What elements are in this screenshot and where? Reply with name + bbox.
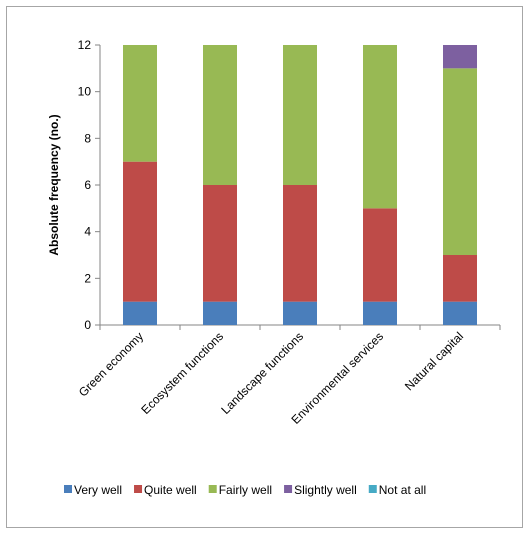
y-axis-title: Absolute frequency (no.) [47,114,61,255]
bar-segment-quite-well [363,208,397,302]
bar-segment-very-well [363,301,397,325]
y-tick-label: 8 [84,131,91,145]
legend-label: Fairly well [219,483,272,497]
x-category-label: Environmental services [288,329,386,427]
legend-label: Not at all [379,483,426,497]
bar-segment-quite-well [443,255,477,302]
y-tick-label: 12 [78,38,92,52]
legend-label: Slightly well [294,483,357,497]
chart-frame [6,6,523,528]
y-tick-label: 10 [78,85,92,99]
legend-swatch [284,485,293,493]
bar-segment-fairly-well [283,45,317,185]
bar-segment-slightly-well [443,45,477,69]
x-category-label: Landscape functions [218,329,306,417]
legend-swatch [208,485,217,493]
bar-segment-very-well [443,301,477,325]
bar-segment-very-well [123,301,157,325]
bar-segment-fairly-well [443,68,477,255]
bar-segment-quite-well [123,161,157,302]
legend-label: Quite well [144,483,197,497]
y-tick-label: 2 [84,271,91,285]
legend-swatch [64,485,72,493]
x-category-label: Ecosystem functions [138,329,226,417]
legend-swatch [368,485,377,493]
bar-segment-quite-well [203,185,237,302]
legend-label: Very well [74,483,122,497]
bar-segment-very-well [283,301,317,325]
y-tick-label: 4 [84,225,91,239]
bar-segment-fairly-well [363,45,397,209]
legend-swatch [134,485,143,493]
bar-segment-fairly-well [123,45,157,162]
bar-segment-quite-well [283,185,317,302]
bar-segment-very-well [203,301,237,325]
y-tick-label: 6 [84,178,91,192]
x-category-label: Green economy [76,329,146,399]
y-tick-label: 0 [84,318,91,332]
x-category-label: Natural capital [402,329,466,393]
bar-segment-fairly-well [203,45,237,185]
